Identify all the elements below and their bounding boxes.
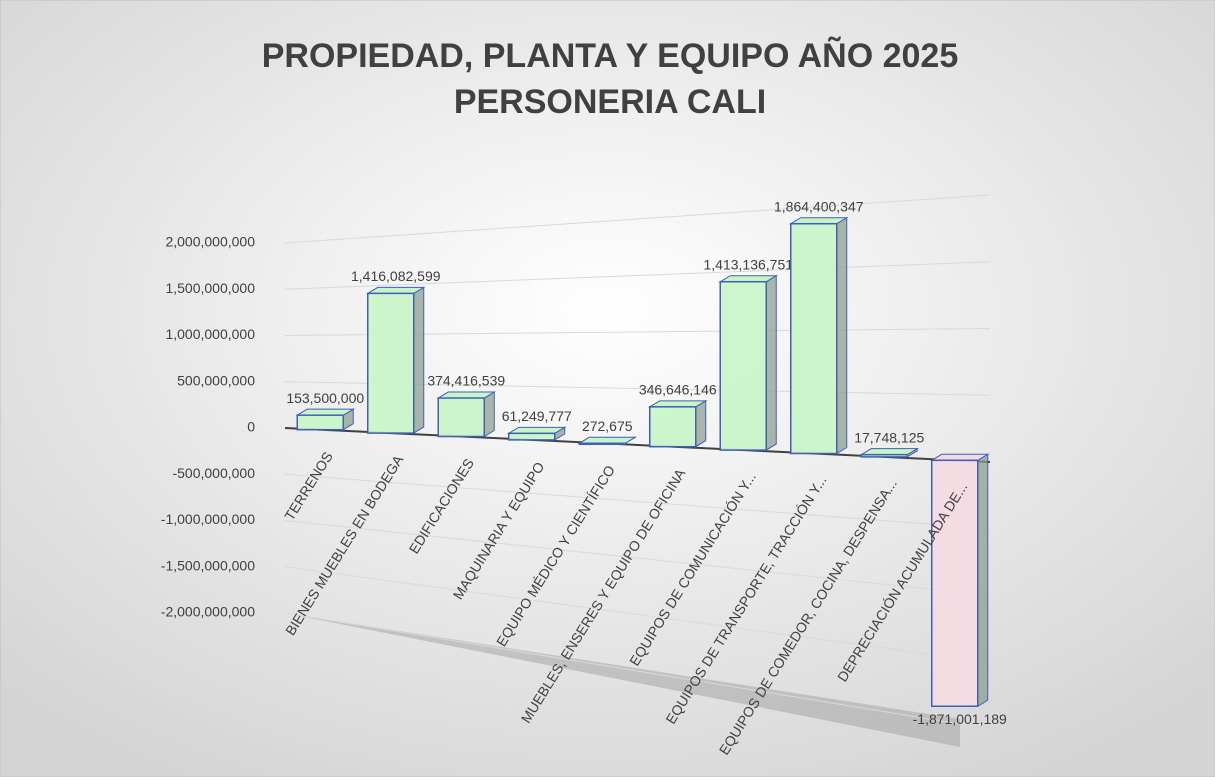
bar xyxy=(508,432,556,441)
bar xyxy=(790,222,838,455)
value-label: 1,413,136,751 xyxy=(703,256,793,272)
bar-side xyxy=(695,399,707,448)
grid-line xyxy=(284,566,991,663)
y-tick-label: 2,000,000,000 xyxy=(165,234,255,250)
bar xyxy=(367,292,415,434)
value-label: 272,675 xyxy=(582,418,633,434)
bar-top xyxy=(577,436,638,444)
y-tick-label: -1,500,000,000 xyxy=(161,557,255,573)
grid-line xyxy=(284,473,991,530)
bar xyxy=(578,442,626,446)
bar-top xyxy=(647,400,708,408)
bar-top xyxy=(788,217,849,225)
bar xyxy=(860,453,908,458)
y-tick-label: 1,500,000,000 xyxy=(165,280,255,296)
y-tick-label: 500,000,000 xyxy=(177,372,255,388)
value-label: 61,249,777 xyxy=(502,408,572,424)
bar-side xyxy=(483,391,495,438)
bar-side xyxy=(413,286,425,434)
y-tick-label: 1,000,000,000 xyxy=(165,326,255,342)
bar-top xyxy=(506,426,567,434)
bar-top xyxy=(365,286,426,294)
value-label: 374,416,539 xyxy=(427,373,505,389)
value-label: 17,748,125 xyxy=(854,429,924,445)
grid-line xyxy=(284,194,991,244)
grid-line xyxy=(284,261,991,290)
grid-line xyxy=(284,612,991,730)
bar-top xyxy=(929,453,990,461)
bar xyxy=(931,459,979,707)
bar-side xyxy=(765,274,777,451)
chart-title: PROPIEDAD, PLANTA Y EQUIPO AÑO 2025 xyxy=(262,37,959,75)
grid-line xyxy=(284,520,991,596)
value-label: 153,500,000 xyxy=(286,390,364,406)
bar xyxy=(296,414,344,431)
bar xyxy=(437,397,485,438)
chart-subtitle: PERSONERIA CALI xyxy=(454,83,766,121)
value-label: -1,871,001,189 xyxy=(913,711,1007,727)
floor xyxy=(285,613,960,747)
y-tick-label: -2,000,000,000 xyxy=(161,604,255,620)
y-tick-label: 0 xyxy=(247,419,255,435)
value-label: 346,646,146 xyxy=(639,382,717,398)
bar-side xyxy=(836,216,848,455)
y-tick-label: -1,000,000,000 xyxy=(161,511,255,527)
value-label: 1,416,082,599 xyxy=(351,268,441,284)
bar-top xyxy=(436,391,497,399)
bar xyxy=(719,280,767,451)
bar-side xyxy=(977,453,989,708)
bar-top xyxy=(295,408,356,416)
bar-top xyxy=(718,275,779,283)
bar-top xyxy=(859,448,920,456)
bar xyxy=(649,406,697,448)
value-label: 1,864,400,347 xyxy=(774,198,864,214)
y-tick-label: -500,000,000 xyxy=(172,465,255,481)
